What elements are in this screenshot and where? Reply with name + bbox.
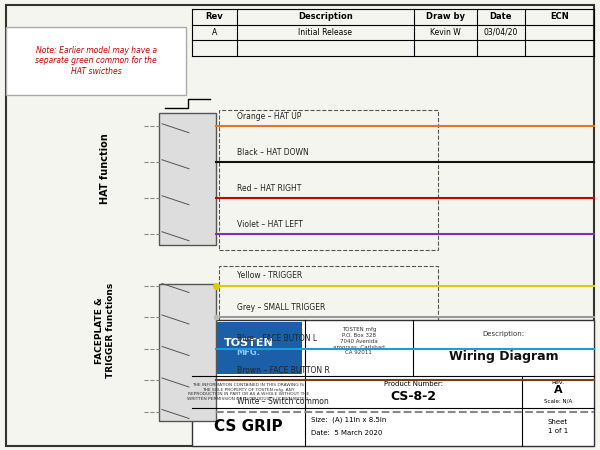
- Text: Description:: Description:: [482, 331, 524, 337]
- Bar: [159, 284, 216, 421]
- Text: 03/04/20: 03/04/20: [484, 28, 518, 37]
- Text: Initial Release: Initial Release: [299, 28, 353, 37]
- Text: Violet – HAT LEFT: Violet – HAT LEFT: [237, 220, 303, 229]
- Text: Description: Description: [298, 13, 353, 22]
- Bar: [219, 266, 438, 425]
- Bar: [195, 322, 302, 374]
- Text: Size:  (A) 11in x 8.5in: Size: (A) 11in x 8.5in: [311, 417, 386, 423]
- Text: CS-8-2: CS-8-2: [390, 390, 436, 403]
- Text: CS GRIP: CS GRIP: [214, 419, 283, 434]
- Bar: [219, 110, 438, 250]
- Text: HAT function: HAT function: [100, 133, 110, 204]
- Text: Rev: Rev: [206, 13, 223, 22]
- Text: Sheet: Sheet: [548, 419, 568, 425]
- Text: Date:  5 March 2020: Date: 5 March 2020: [311, 430, 382, 436]
- Text: White – Switch common: White – Switch common: [237, 397, 329, 406]
- Text: Orange – HAT UP: Orange – HAT UP: [237, 112, 301, 121]
- Text: FACEPLATE &
TRIGGER functions: FACEPLATE & TRIGGER functions: [95, 283, 115, 378]
- Text: Draw by: Draw by: [426, 13, 465, 22]
- Text: THE INFORMATION CONTAINED IN THIS DRAWING IS
THE SOLE PROPERTY OF TOSTEN mfg. AN: THE INFORMATION CONTAINED IN THIS DRAWIN…: [187, 383, 310, 401]
- Text: Blue – FACE BUTON L: Blue – FACE BUTON L: [237, 334, 317, 343]
- Text: Brown – FACE BUTTON R: Brown – FACE BUTTON R: [237, 366, 330, 375]
- Text: MFG.: MFG.: [236, 348, 260, 357]
- Text: Grey – SMALL TRIGGER: Grey – SMALL TRIGGER: [237, 303, 325, 312]
- Text: Black – HAT DOWN: Black – HAT DOWN: [237, 148, 309, 157]
- Text: Product Number:: Product Number:: [383, 381, 443, 387]
- Text: Rev.: Rev.: [551, 380, 565, 385]
- Text: TOSTEN: TOSTEN: [223, 338, 273, 348]
- Text: Date: Date: [490, 13, 512, 22]
- Text: Red – HAT RIGHT: Red – HAT RIGHT: [237, 184, 301, 193]
- Text: A: A: [554, 385, 562, 396]
- Text: Wiring Diagram: Wiring Diagram: [449, 350, 559, 363]
- Bar: [159, 112, 216, 245]
- Text: ECN: ECN: [550, 13, 569, 22]
- Text: TOSTEN mfg
P.O. Box 328
7040 Avenida
amorsas, Carlsbad
CA 92011: TOSTEN mfg P.O. Box 328 7040 Avenida amo…: [333, 327, 385, 355]
- Text: Yellow - TRIGGER: Yellow - TRIGGER: [237, 271, 302, 280]
- Text: A: A: [212, 28, 217, 37]
- Text: 1 of 1: 1 of 1: [548, 428, 568, 434]
- FancyBboxPatch shape: [6, 27, 186, 94]
- Bar: [192, 320, 594, 446]
- Text: Kevin W: Kevin W: [430, 28, 461, 37]
- Text: Scale: N/A: Scale: N/A: [544, 399, 572, 404]
- Text: Note: Earlier model may have a
separate green common for the
HAT swicthes: Note: Earlier model may have a separate …: [35, 46, 157, 76]
